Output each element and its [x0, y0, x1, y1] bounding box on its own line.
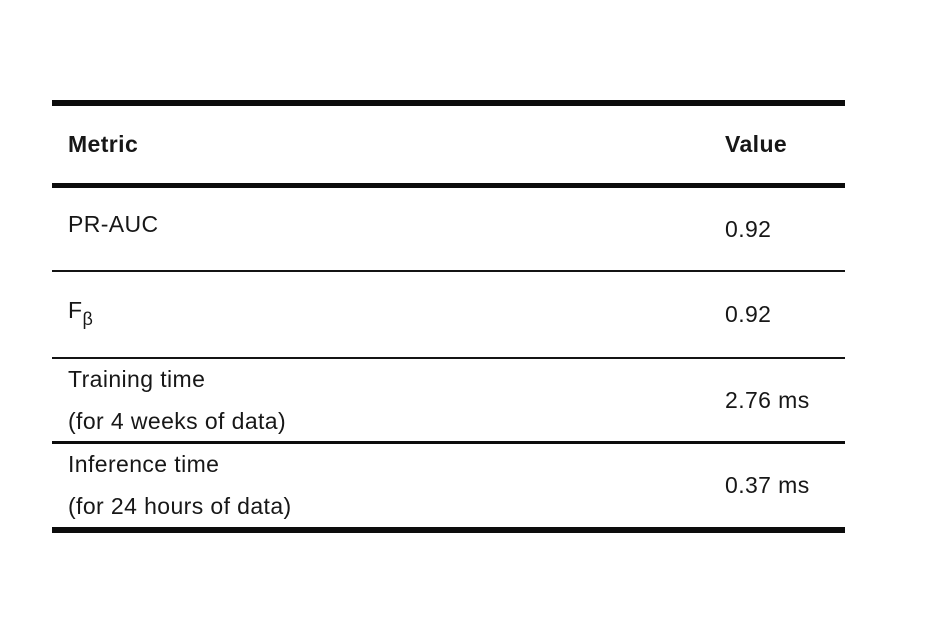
metrics-table: Metric Value PR-AUC 0.92 Fβ 0.92 Trainin…: [52, 100, 845, 533]
table-row: Training time (for 4 weeks of data) 2.76…: [52, 359, 845, 444]
metric-cell: Training time (for 4 weeks of data): [52, 363, 725, 438]
value-cell: 2.76 ms: [725, 386, 810, 413]
metric-label: Inference time: [68, 451, 220, 477]
metric-label: Training time: [68, 365, 206, 392]
metric-cell: PR-AUC: [52, 208, 725, 250]
value-cell: 0.92: [725, 215, 772, 242]
metric-label-line: Training time: [68, 363, 725, 405]
value-cell: 0.92: [725, 301, 772, 327]
metric-cell: Inference time (for 24 hours of data): [52, 448, 725, 523]
column-header-value: Value: [725, 131, 788, 157]
table-row: Fβ 0.92: [52, 272, 845, 359]
metric-secondary-line: (for 24 hours of data): [68, 493, 292, 519]
metric-label-line: PR-AUC: [68, 208, 725, 250]
table-row: PR-AUC 0.92: [52, 188, 845, 272]
metric-cell: Fβ: [52, 294, 725, 336]
table-header-row: Metric Value: [52, 106, 845, 188]
metric-label: F: [68, 296, 83, 323]
metric-label-line: Fβ: [68, 294, 725, 336]
metric-label-line: Inference time: [68, 448, 725, 490]
metric-subscript: β: [82, 308, 93, 329]
metric-label: PR-AUC: [68, 211, 159, 237]
table-row: Inference time (for 24 hours of data) 0.…: [52, 444, 845, 527]
value-cell: 0.37 ms: [725, 472, 810, 498]
metric-secondary-line: (for 4 weeks of data): [68, 407, 287, 434]
column-header-metric: Metric: [68, 131, 139, 157]
